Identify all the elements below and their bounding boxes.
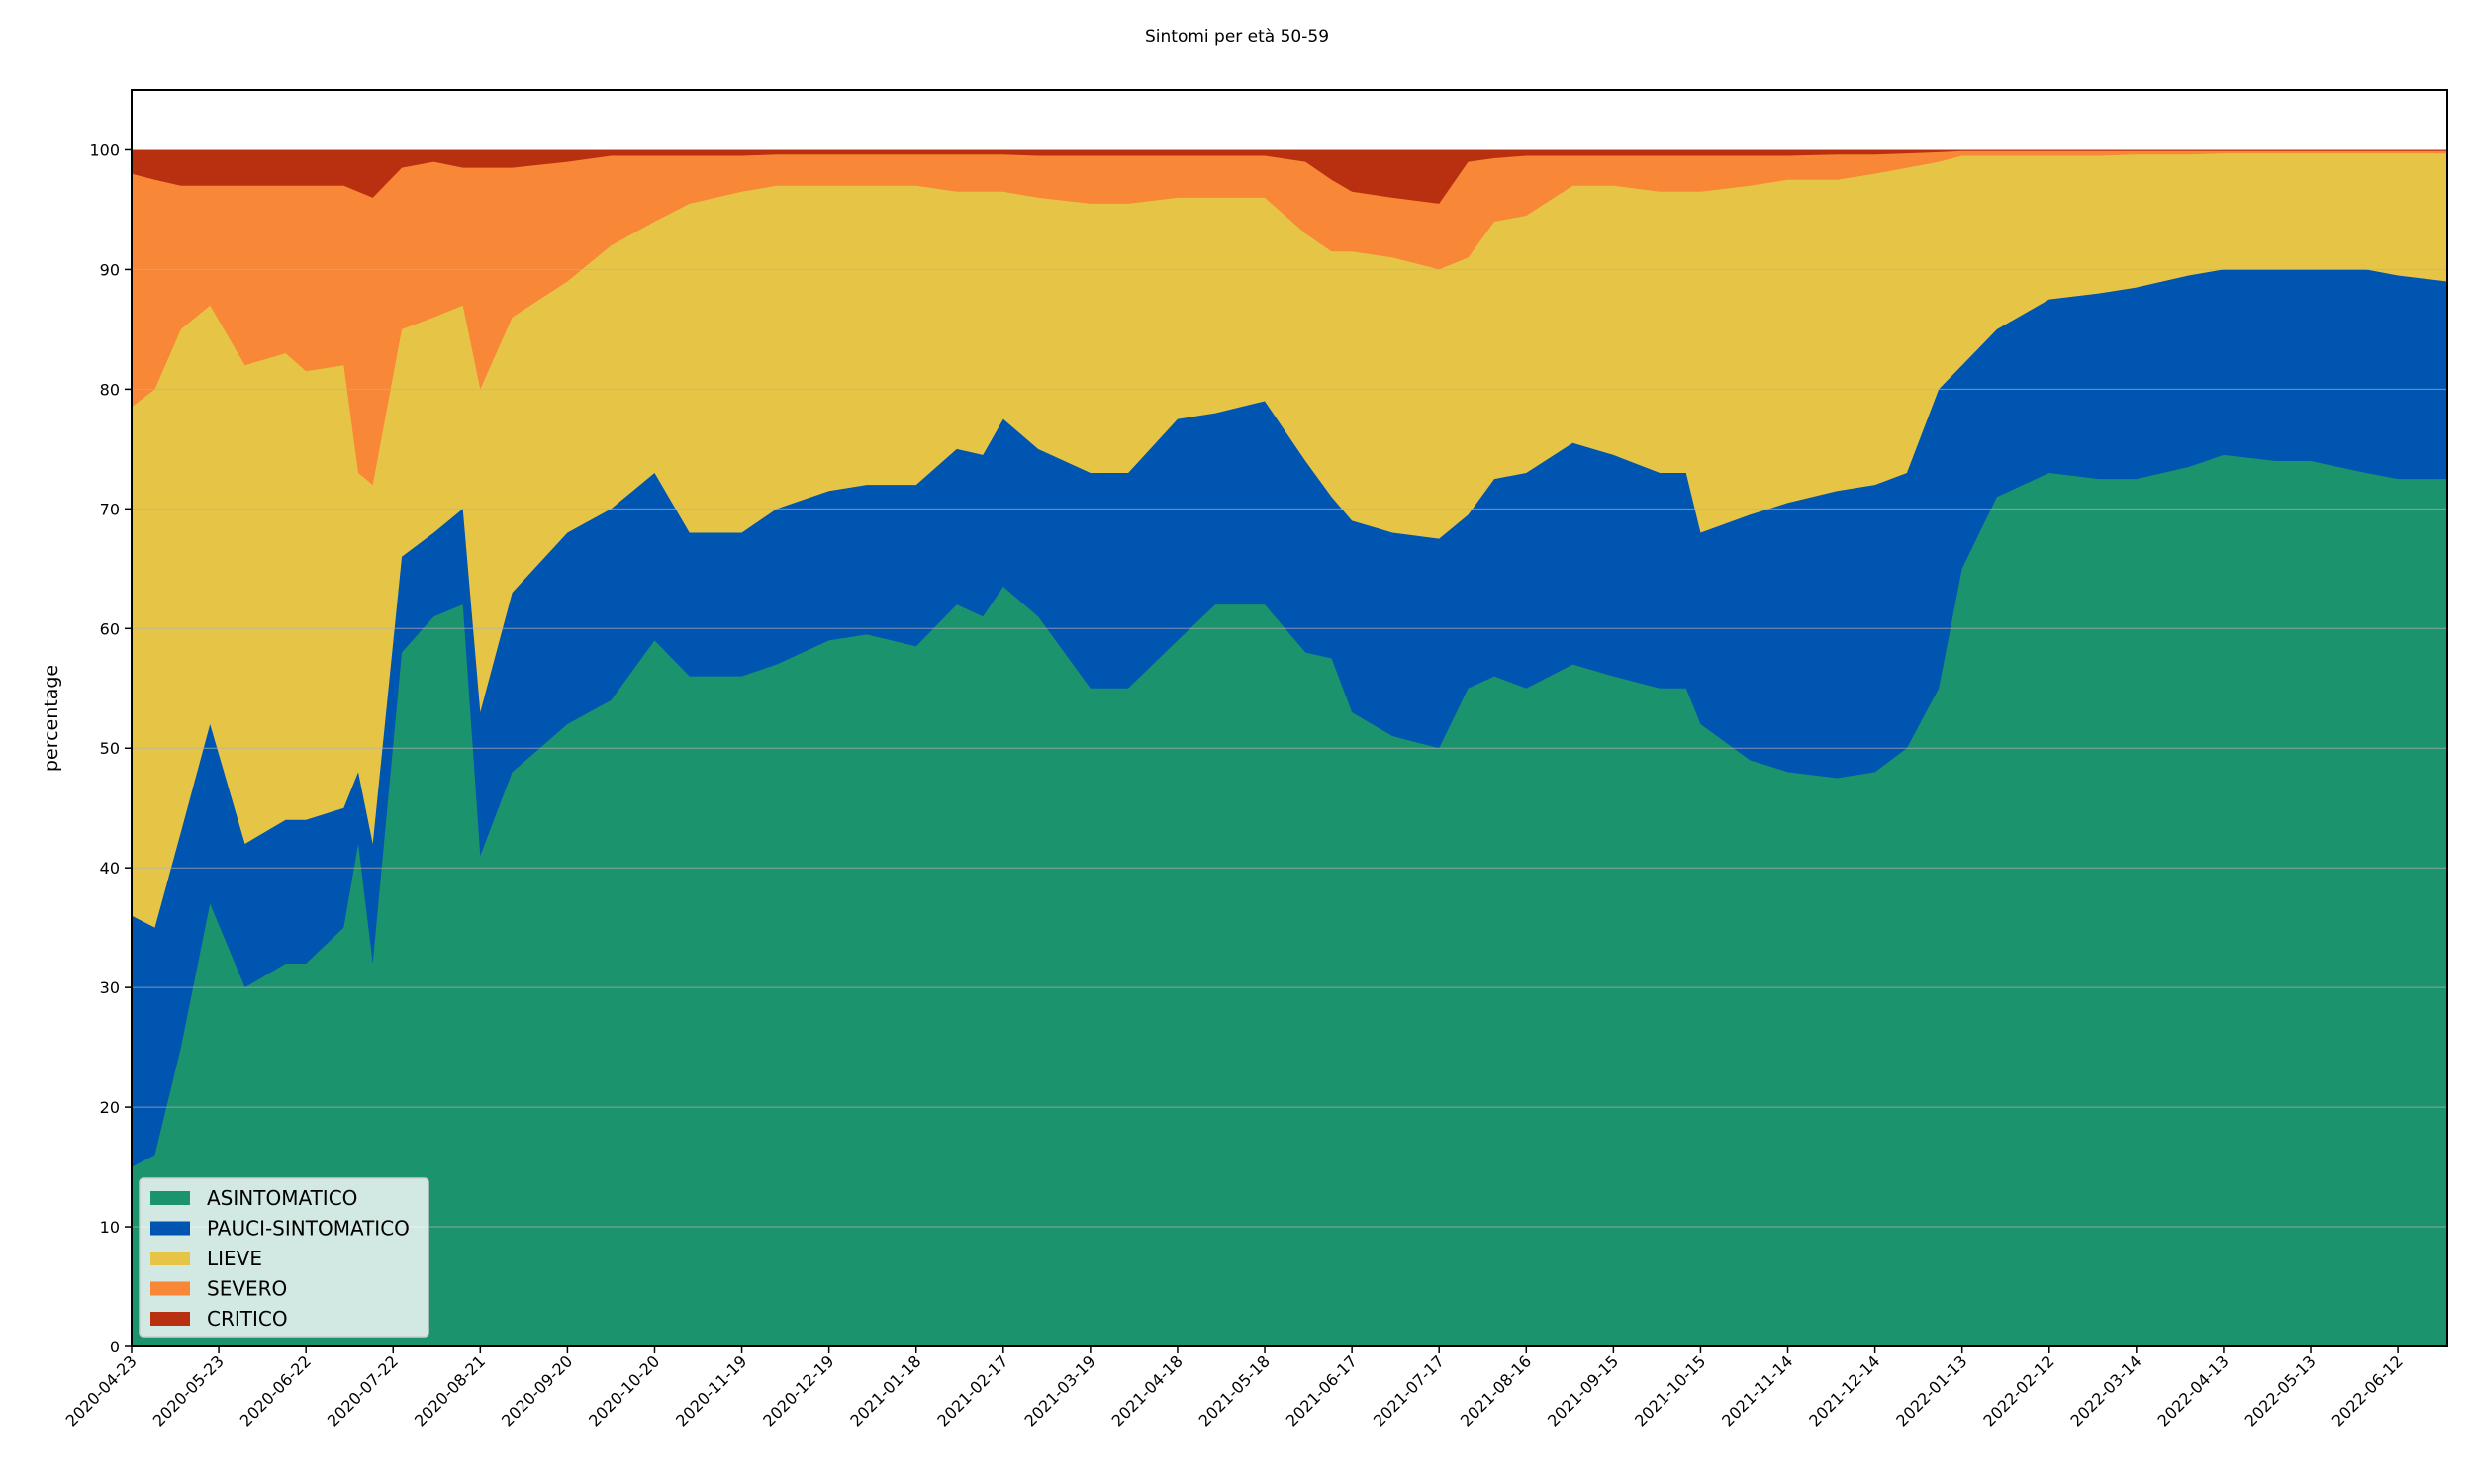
x-tick-label: 2022-04-13 xyxy=(2154,1351,2233,1430)
x-tick-label: 2021-10-15 xyxy=(1631,1351,1709,1430)
y-tick-label: 80 xyxy=(100,380,120,399)
x-axis: 2020-04-23 2020-05-23 2020-06-22 2020-07-22… xyxy=(62,1346,2407,1431)
y-tick-label: 20 xyxy=(100,1098,120,1117)
x-tick-label: 2020-04-23 xyxy=(62,1351,141,1430)
legend-swatch xyxy=(150,1281,190,1296)
y-tick-label: 70 xyxy=(100,500,120,518)
legend-label: CRITICO xyxy=(207,1307,288,1331)
x-tick-label: 2021-01-18 xyxy=(846,1351,924,1430)
legend-label: PAUCI-SINTOMATICO xyxy=(207,1217,410,1241)
legend: ASINTOMATICO PAUCI-SINTOMATICO LIEVE SEVERO… xyxy=(139,1177,429,1338)
x-tick-label: 2020-10-20 xyxy=(585,1351,663,1430)
x-tick-label: 2021-04-18 xyxy=(1108,1351,1187,1430)
legend-swatch xyxy=(150,1312,190,1326)
x-tick-label: 2021-05-18 xyxy=(1195,1351,1274,1430)
series-areas xyxy=(132,149,2447,1347)
legend-box xyxy=(139,1177,429,1338)
x-tick-label: 2021-09-15 xyxy=(1544,1351,1622,1430)
x-tick-label: 2020-09-20 xyxy=(498,1351,576,1430)
y-axis-label: percentage xyxy=(41,665,62,772)
x-tick-label: 2020-08-21 xyxy=(411,1351,489,1430)
y-tick-label: 90 xyxy=(100,260,120,279)
x-tick-label: 2021-08-16 xyxy=(1457,1351,1535,1430)
x-tick-label: 2022-02-12 xyxy=(1979,1351,2057,1430)
legend-label: LIEVE xyxy=(207,1247,262,1270)
y-tick-label: 100 xyxy=(89,140,120,159)
legend-label: SEVERO xyxy=(207,1277,287,1301)
y-tick-label: 0 xyxy=(110,1338,120,1356)
x-tick-label: 2022-01-13 xyxy=(1892,1351,1970,1430)
plot-frame xyxy=(131,89,2448,1347)
x-tick-label: 2021-07-17 xyxy=(1370,1351,1448,1430)
x-tick-label: 2020-05-23 xyxy=(149,1351,228,1430)
y-axis: 0 10 20 30 40 50 60 70 80 90 100 xyxy=(89,140,132,1356)
x-tick-label: 2020-07-22 xyxy=(324,1351,402,1430)
x-tick-label: 2020-12-19 xyxy=(759,1351,837,1430)
y-tick-label: 40 xyxy=(100,859,120,878)
x-tick-label: 2021-03-19 xyxy=(1021,1351,1099,1430)
x-tick-label: 2021-11-14 xyxy=(1718,1351,1796,1430)
y-tick-label: 10 xyxy=(100,1218,120,1237)
legend-label: ASINTOMATICO xyxy=(207,1186,357,1210)
legend-swatch xyxy=(150,1252,190,1265)
legend-swatch xyxy=(150,1221,190,1236)
x-tick-label: 2022-05-13 xyxy=(2241,1351,2320,1430)
y-tick-label: 60 xyxy=(100,619,120,638)
x-tick-label: 2020-06-22 xyxy=(237,1351,315,1430)
y-tick-label: 30 xyxy=(100,978,120,997)
gridlines xyxy=(132,148,2447,1228)
x-tick-label: 2021-02-17 xyxy=(933,1351,1011,1430)
legend-swatch xyxy=(150,1191,190,1205)
x-tick-label: 2021-12-14 xyxy=(1805,1351,1883,1430)
x-tick-label: 2021-06-17 xyxy=(1283,1351,1361,1430)
x-tick-label: 2022-03-14 xyxy=(2066,1351,2144,1430)
area-asintomatico xyxy=(132,454,2447,1346)
chart-title: Sintomi per età 50-59 xyxy=(1145,27,1329,46)
x-tick-label: 2020-11-19 xyxy=(672,1351,750,1430)
x-tick-label: 2022-06-12 xyxy=(2329,1351,2407,1430)
y-tick-label: 50 xyxy=(100,739,120,758)
